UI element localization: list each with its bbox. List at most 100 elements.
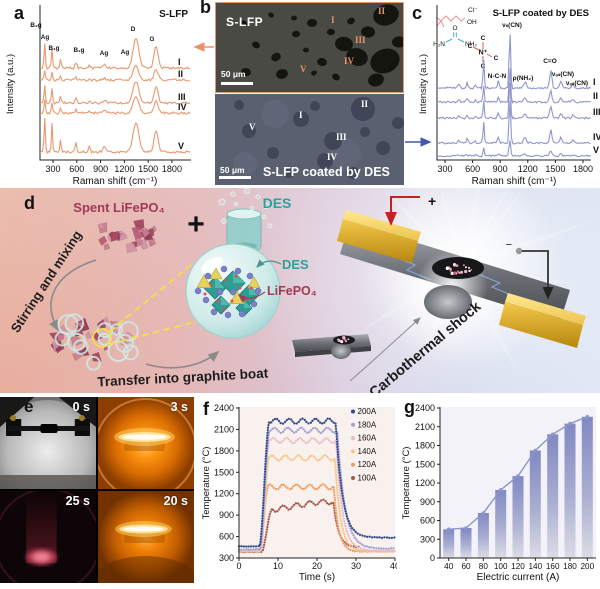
panel-a-xlabel: Raman shift (cm⁻¹) <box>73 176 158 187</box>
particle <box>370 48 400 74</box>
bubble <box>249 205 255 211</box>
bubble <box>221 218 227 224</box>
peak-label-G: G <box>150 36 155 43</box>
legend-label-100A: 100A <box>358 474 377 483</box>
x-tick-label: 300 <box>437 164 452 174</box>
urea-o-label: O <box>452 25 457 32</box>
particle <box>252 41 260 49</box>
particle <box>332 73 340 81</box>
des-droplet-label: DES <box>282 257 309 272</box>
coated-particle <box>347 167 359 179</box>
li-atom <box>194 287 202 295</box>
powder-dot <box>460 270 464 274</box>
particle <box>119 232 128 241</box>
powder-dot <box>455 264 459 267</box>
des-beaker-label: DES <box>263 195 292 211</box>
micrograph-s-lfp-particles <box>241 4 403 87</box>
raman-curve-III <box>39 81 191 106</box>
panel-f-ylabel: Temperature (°C) <box>201 447 212 520</box>
des-ring <box>97 332 111 346</box>
photo-25s: 25 s <box>0 491 96 583</box>
x-tick-label: 180 <box>563 562 577 571</box>
raman-curve-III <box>436 82 591 120</box>
y-tick-label: 300 <box>420 534 435 544</box>
micrograph-top-title: S-LFP <box>226 15 264 29</box>
bubble <box>243 188 251 195</box>
o-atom <box>203 292 207 296</box>
y-tick-label: 900 <box>420 497 435 507</box>
curve-label-I: I <box>178 57 181 67</box>
panel-a-series-title: S-LFP <box>159 9 188 20</box>
powder-dot <box>450 271 454 275</box>
particle <box>134 237 143 247</box>
legend-swatch-180A <box>351 422 355 427</box>
legend-label-160A: 160A <box>358 434 377 443</box>
zoom-guide-line-top <box>108 264 192 333</box>
peak-label-C=O: C=O <box>543 58 557 65</box>
bar-top-marker <box>585 415 590 419</box>
gold-electrode-pad-right-top <box>505 293 586 325</box>
peak-label-D: D <box>131 26 136 33</box>
legend-swatch-120A <box>351 462 355 467</box>
peak-label-N-C-N: N-C-N <box>488 73 507 80</box>
bubble <box>255 194 261 200</box>
micrograph-coated-particles <box>233 97 404 179</box>
des-coated-powder <box>48 313 139 371</box>
time-label-0s: 0 s <box>72 400 90 414</box>
li-atom <box>229 288 237 296</box>
powder-dot <box>462 264 465 267</box>
photo-0s: e 0 s <box>0 397 96 489</box>
po4-tetrahedron <box>209 267 223 280</box>
curve-label-I: I <box>593 77 596 87</box>
coated-particle <box>324 132 342 150</box>
li-atom <box>234 267 242 275</box>
gold-electrode-pad-left-top <box>343 210 421 241</box>
bar-180A <box>564 423 576 558</box>
des-bubbles <box>218 188 273 229</box>
x-tick-label: 200 <box>581 562 595 571</box>
raman-curve-V <box>436 140 591 158</box>
panel-a-ylabel: Intensity (a.u.) <box>5 54 16 114</box>
x-tick-label: 1500 <box>545 164 565 174</box>
particle <box>311 70 317 76</box>
powder-dot <box>464 269 468 274</box>
o-atom <box>222 307 226 311</box>
panel-g-xlabel: Electric current (A) <box>477 572 560 583</box>
panel-c: S-LFP coated by DES Intensity (a.u.) Ram… <box>415 0 600 188</box>
o-atom <box>216 299 220 303</box>
time-label-25s: 25 s <box>65 494 90 508</box>
sample-holder <box>40 424 58 433</box>
glowing-photo-3s <box>98 397 194 489</box>
y-tick-label: 0 <box>430 553 435 563</box>
bar-top-marker <box>516 474 520 478</box>
coated-particle <box>234 100 244 110</box>
red-glow <box>26 549 57 565</box>
particle <box>276 69 288 79</box>
region-marker-II: II <box>361 99 369 109</box>
particle <box>307 18 317 28</box>
lifepo4-pointer-arrow <box>238 291 266 303</box>
li-atom <box>204 272 212 280</box>
droplet-highlight <box>201 256 223 274</box>
particle <box>335 36 353 52</box>
peak-label-ρ(NH₂): ρ(NH₂) <box>513 75 534 82</box>
process-schematic: Spent LiFePO₄ + DES Stirring and mixing … <box>8 188 600 393</box>
x-tick-label: 1200 <box>114 164 134 174</box>
y-tick-label: 2400 <box>415 403 435 413</box>
x-tick-label: 1200 <box>518 164 538 174</box>
chamber-photo-0s <box>0 397 96 489</box>
powder-dot <box>453 263 456 266</box>
micrograph-s-lfp-coated: S-LFP coated by DES 50 μm II I V III IV <box>215 94 404 185</box>
region-marker-V: V <box>249 122 256 132</box>
legend-label-120A: 120A <box>358 460 377 469</box>
legend-swatch-100A <box>351 476 355 480</box>
particle <box>110 231 122 242</box>
legend-label-140A: 140A <box>358 447 377 456</box>
y-tick-label: 600 <box>420 516 435 526</box>
bubble <box>218 198 226 206</box>
y-tick-label: 1500 <box>214 467 234 477</box>
x-tick-label: 300 <box>45 164 60 174</box>
bar-top-marker <box>568 421 572 426</box>
curve-label-V: V <box>178 141 184 151</box>
frag-c2: C <box>468 43 473 50</box>
